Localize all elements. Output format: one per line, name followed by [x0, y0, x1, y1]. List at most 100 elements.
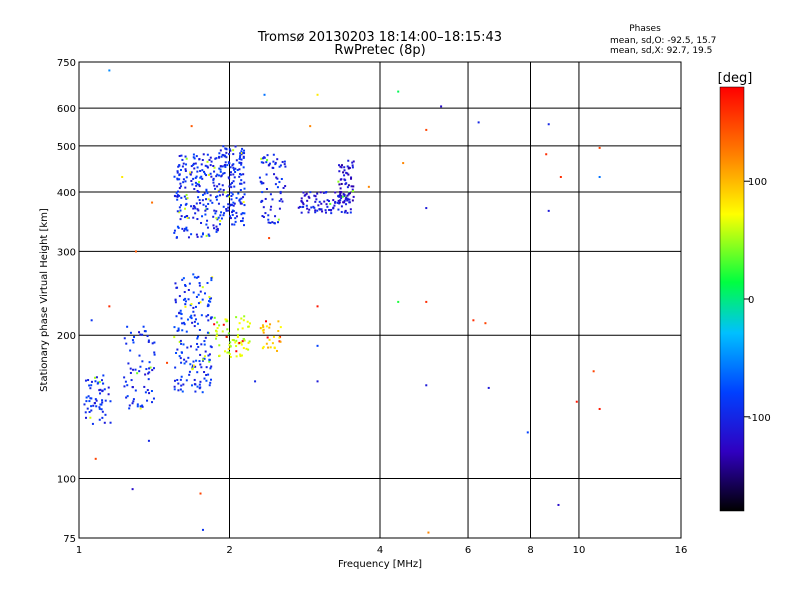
- data-point: [192, 360, 195, 363]
- data-point: [179, 168, 182, 171]
- data-point: [231, 181, 234, 184]
- data-point: [141, 360, 144, 363]
- data-point: [247, 325, 250, 328]
- data-point: [190, 314, 193, 317]
- data-point: [241, 354, 244, 357]
- data-point: [274, 183, 277, 186]
- data-point: [240, 220, 243, 223]
- data-point: [98, 407, 101, 410]
- data-point: [240, 317, 243, 320]
- data-point: [150, 390, 153, 393]
- data-point: [327, 200, 330, 203]
- data-point: [229, 215, 232, 218]
- x-tick-label: 16: [675, 545, 688, 556]
- data-point: [95, 376, 98, 379]
- data-point: [228, 148, 231, 151]
- data-point: [199, 363, 202, 366]
- data-point: [228, 177, 231, 180]
- data-point: [109, 400, 112, 403]
- data-point: [205, 223, 208, 226]
- data-point: [339, 199, 342, 202]
- data-point: [190, 205, 193, 208]
- data-point: [242, 201, 245, 204]
- data-point: [276, 186, 279, 189]
- data-point: [350, 177, 353, 180]
- data-point: [127, 362, 130, 365]
- data-point: [232, 153, 235, 156]
- data-point: [235, 316, 238, 319]
- data-point: [243, 181, 246, 184]
- data-point: [84, 379, 87, 382]
- data-point: [262, 206, 265, 209]
- data-point: [219, 188, 222, 191]
- data-point: [90, 405, 93, 408]
- data-point: [181, 278, 184, 281]
- data-point: [209, 199, 212, 202]
- data-point: [274, 215, 277, 218]
- data-point: [184, 305, 187, 308]
- data-point: [198, 328, 201, 331]
- data-point: [230, 203, 233, 206]
- stats-line-o: mean, sd,O: -92.5, 15.7: [610, 36, 716, 46]
- data-point: [350, 185, 353, 188]
- data-point: [218, 183, 221, 186]
- data-point: [184, 207, 187, 210]
- data-point: [203, 170, 206, 173]
- data-point: [189, 304, 192, 307]
- y-tick-label: 400: [57, 188, 76, 199]
- data-point: [268, 326, 271, 329]
- data-point: [235, 215, 238, 218]
- data-point: [219, 170, 222, 173]
- data-point: [90, 397, 93, 400]
- data-point: [98, 418, 101, 421]
- data-point: [346, 165, 349, 168]
- data-point: [198, 199, 201, 202]
- data-point: [208, 353, 211, 356]
- data-point: [89, 416, 92, 419]
- data-point: [259, 180, 262, 183]
- data-point: [196, 385, 199, 388]
- data-point: [139, 333, 142, 336]
- data-point: [212, 177, 215, 180]
- data-point: [207, 173, 210, 176]
- data-point: [220, 217, 223, 220]
- data-point: [345, 171, 348, 174]
- data-point: [213, 227, 216, 230]
- data-point: [213, 209, 216, 212]
- data-point: [180, 196, 183, 199]
- data-point: [194, 318, 197, 321]
- data-point: [138, 354, 141, 357]
- data-point: [194, 305, 197, 308]
- data-point: [213, 166, 216, 169]
- data-point: [202, 358, 205, 361]
- data-point: [258, 176, 261, 179]
- data-point: [314, 211, 317, 214]
- data-point: [231, 193, 234, 196]
- data-point: [242, 347, 245, 350]
- data-point: [300, 200, 303, 203]
- data-point: [153, 353, 156, 356]
- data-point: [242, 151, 245, 154]
- x-axis-label: Frequency [MHz]: [338, 559, 422, 570]
- data-point: [207, 373, 210, 376]
- data-point: [183, 216, 186, 219]
- data-point: [266, 336, 269, 339]
- data-point: [225, 195, 228, 198]
- data-point: [205, 198, 208, 201]
- data-point: [328, 208, 331, 211]
- data-point: [222, 154, 225, 157]
- data-point: [225, 335, 228, 338]
- data-point: [228, 153, 231, 156]
- data-point: [243, 149, 246, 152]
- data-point: [213, 184, 216, 187]
- data-point: [191, 367, 194, 370]
- data-point: [198, 180, 201, 183]
- data-point: [104, 413, 107, 416]
- data-point: [243, 315, 246, 318]
- data-point: [144, 391, 147, 394]
- data-point: [324, 191, 327, 194]
- data-point: [180, 313, 183, 316]
- data-point: [241, 219, 244, 222]
- data-point: [237, 334, 240, 337]
- data-point: [175, 315, 178, 318]
